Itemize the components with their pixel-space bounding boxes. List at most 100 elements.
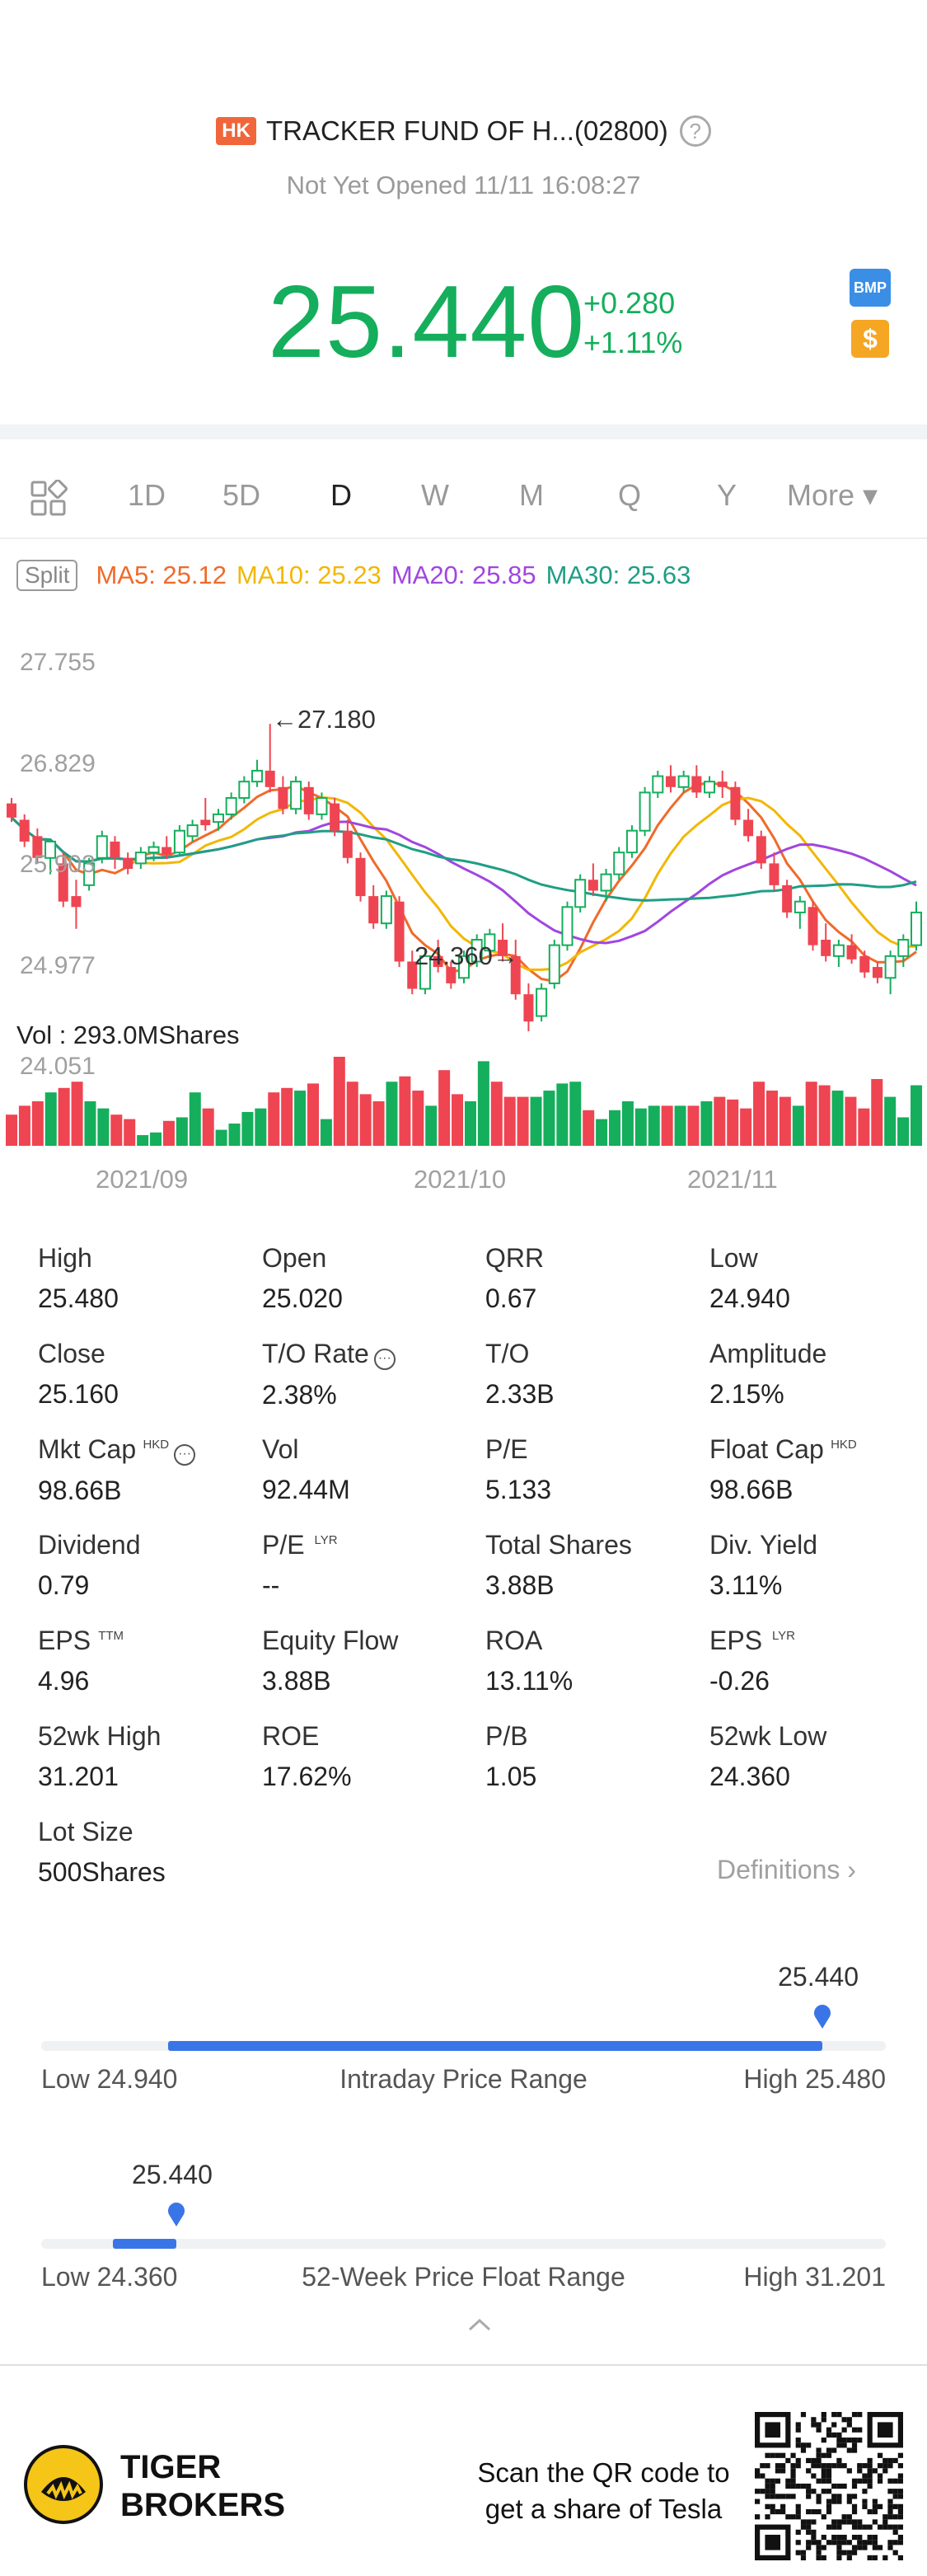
qr-module [836,2442,842,2448]
volume-bar [687,1105,700,1146]
stat-item: Lot Size 500Shares [38,1817,252,1888]
qr-module [857,2534,863,2541]
volume-bar [6,1114,17,1146]
qr-module [811,2540,817,2546]
definitions-link[interactable]: Definitions › [717,1855,856,1884]
stat-name: Total Shares [485,1530,632,1560]
qr-module [765,2514,770,2520]
qr-module [887,2478,893,2484]
qr-module [897,2503,903,2509]
candle-body [484,933,496,952]
qr-module [775,2452,781,2458]
qr-module [770,2489,775,2494]
week52-range: 25.440 Low 24.360 52-Week Price Float Ra… [41,2160,886,2292]
info-icon[interactable]: ··· [373,1348,396,1370]
volume-bar [307,1083,319,1146]
qr-module [841,2540,847,2546]
qr-module [851,2545,858,2550]
tab-month[interactable]: M [519,478,544,512]
qr-module [867,2534,873,2541]
qr-module [770,2494,775,2499]
intraday-title: Intraday Price Range [339,2064,588,2094]
bmp-button[interactable]: BMP [850,269,891,307]
tab-more[interactable]: More ▾ [787,478,878,512]
qr-module [790,2468,796,2474]
qr-module [831,2540,837,2546]
qr-module [851,2447,858,2453]
stat-item: Float Cap HKD 98.66B [709,1434,924,1505]
qr-module [831,2534,837,2541]
stat-name: T/O [485,1339,530,1368]
qr-code[interactable] [755,2412,903,2560]
qr-module [811,2473,817,2479]
qr-module [862,2545,868,2550]
tab-week[interactable]: W [421,478,449,512]
dollar-button[interactable]: $ [851,320,889,358]
qr-module [795,2529,801,2535]
qr-finder [877,2422,893,2438]
qr-module [806,2519,812,2525]
ma10-label: MA10: 25.23 [236,561,382,589]
qr-module [826,2524,832,2530]
qr-module [795,2508,801,2515]
info-icon[interactable]: ··· [174,1443,196,1466]
volume-bar [110,1114,123,1146]
tab-1d[interactable]: 1D [128,478,166,512]
tab-quarter[interactable]: Q [618,478,642,512]
volume-bar [556,1083,569,1146]
volume-bar [596,1119,608,1146]
qr-module [877,2478,883,2484]
candle-body [290,781,302,810]
candle-body [368,896,379,924]
qr-module [765,2489,770,2494]
qr-module [897,2489,903,2494]
candle-body [769,863,780,885]
stat-superscript: LYR [771,1629,796,1643]
candle-body [96,835,108,859]
candle-body [911,911,922,946]
candle-body [704,781,716,794]
stock-title[interactable]: TRACKER FUND OF H...(02800) [265,115,668,146]
qr-module [883,2468,888,2474]
qr-module [806,2524,812,2530]
stat-name: Equity Flow [262,1626,399,1655]
qr-module [887,2489,893,2494]
split-button[interactable]: Split [16,560,78,591]
qr-module [883,2524,888,2530]
tab-5d[interactable]: 5D [222,478,261,512]
qr-module [770,2478,775,2484]
qr-module [851,2550,858,2555]
candle-body [123,857,133,870]
qr-module [841,2483,847,2489]
qr-module [821,2478,826,2484]
qr-module [846,2540,852,2546]
qr-module [897,2508,903,2515]
stat-name: 52wk High [38,1721,162,1751]
qr-module [897,2514,903,2520]
candle-body [548,944,560,984]
x-tick-label: 2021/11 [687,1165,778,1194]
qr-module [821,2452,826,2458]
stat-item: T/O 2.33B [485,1339,700,1410]
stat-name: ROE [262,1721,320,1751]
layout-grid-icon[interactable] [30,480,68,518]
help-icon[interactable]: ? [679,115,711,147]
qr-module [760,2463,765,2469]
qr-module [831,2432,837,2438]
stat-item: QRR 0.67 [485,1243,700,1314]
qr-module [836,2463,842,2469]
tab-year[interactable]: Y [717,478,737,512]
chevron-up-icon[interactable] [466,2316,493,2333]
kline-chart[interactable]: 27.755 26.829 25.903 24.977 24.051 ←27.1… [0,635,927,1195]
qr-module [795,2438,801,2443]
intraday-fill [167,2041,823,2051]
qr-module [816,2499,822,2504]
tab-day[interactable]: D [330,478,352,512]
qr-module [897,2555,903,2560]
candlesticks [7,724,922,1032]
qr-module [872,2545,878,2550]
qr-module [785,2478,791,2484]
volume-bar [871,1079,883,1146]
qr-module [836,2545,842,2550]
qr-module [806,2540,812,2546]
